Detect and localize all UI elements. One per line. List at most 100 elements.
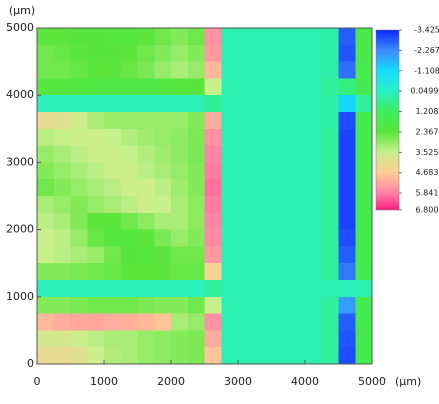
heatmap-cell [238, 95, 256, 113]
heatmap-cell [104, 280, 122, 298]
heatmap-cell [37, 296, 55, 314]
heatmap-cell [321, 212, 339, 230]
x-tick-label: 3000 [224, 375, 252, 388]
heatmap-cell [104, 347, 122, 365]
heatmap-cell [288, 313, 306, 331]
heatmap-cell [37, 61, 55, 79]
heatmap-cell [53, 44, 71, 62]
heatmap-cell [171, 196, 189, 214]
heatmap-cell [254, 179, 272, 197]
heatmap-cell [204, 95, 222, 113]
heatmap-cell [70, 112, 88, 130]
heatmap-cell [221, 44, 239, 62]
heatmap-cell [70, 128, 88, 146]
heatmap-cell [338, 246, 356, 264]
y-tick-label: 0 [27, 357, 34, 370]
heatmap-cell [338, 313, 356, 331]
heatmap-cell [171, 313, 189, 331]
heatmap-cell [204, 78, 222, 96]
heatmap-cell [171, 280, 189, 298]
heatmap-cell [305, 44, 323, 62]
heatmap-cell [70, 28, 88, 46]
heatmap-cell [221, 313, 239, 331]
heatmap-cell [70, 44, 88, 62]
heatmap-cell [271, 296, 289, 314]
heatmap-cell [288, 246, 306, 264]
heatmap-cell [221, 196, 239, 214]
heatmap-cell [355, 44, 373, 62]
heatmap-cell [87, 61, 105, 79]
heatmap-cell [288, 280, 306, 298]
heatmap-cell [288, 212, 306, 230]
heatmap-cell [137, 78, 155, 96]
heatmap-cell [53, 95, 71, 113]
heatmap-cell [120, 162, 138, 180]
heatmap-cell [254, 196, 272, 214]
heatmap-cell [288, 347, 306, 365]
heatmap-cell [355, 313, 373, 331]
heatmap-cell [238, 229, 256, 247]
heatmap-cell [204, 246, 222, 264]
heatmap-cell [37, 330, 55, 348]
heatmap-cell [53, 229, 71, 247]
heatmap-cell [288, 330, 306, 348]
heatmap-cell [120, 263, 138, 281]
heatmap-cell [321, 263, 339, 281]
heatmap-cell [104, 128, 122, 146]
heatmap-cell [271, 112, 289, 130]
heatmap-cell [271, 330, 289, 348]
heatmap-cell [187, 28, 205, 46]
heatmap-cell [137, 229, 155, 247]
heatmap-cell [87, 78, 105, 96]
heatmap-cell [288, 128, 306, 146]
heatmap-cell [154, 280, 172, 298]
heatmap-cell [120, 330, 138, 348]
heatmap-cell [305, 313, 323, 331]
heatmap-cell [338, 145, 356, 163]
heatmap-cell [187, 145, 205, 163]
heatmap-cell [238, 61, 256, 79]
heatmap-cell [171, 296, 189, 314]
heatmap-cell [187, 263, 205, 281]
heatmap-cell [154, 196, 172, 214]
heatmap-cell [171, 347, 189, 365]
heatmap-cell [221, 61, 239, 79]
heatmap-cell [120, 179, 138, 197]
heatmap-cell [355, 212, 373, 230]
heatmap-cell [238, 296, 256, 314]
heatmap-cell [338, 61, 356, 79]
y-axis-label: (μm) [9, 4, 35, 17]
heatmap-cell [120, 145, 138, 163]
heatmap-cell [221, 212, 239, 230]
heatmap-cell [271, 145, 289, 163]
heatmap-cell [288, 78, 306, 96]
heatmap-cell [355, 95, 373, 113]
heatmap-cell [254, 112, 272, 130]
heatmap-cell [70, 162, 88, 180]
heatmap-cell [137, 313, 155, 331]
heatmap-cell [204, 28, 222, 46]
heatmap-cell [321, 296, 339, 314]
heatmap-cell [355, 61, 373, 79]
heatmap-cell [305, 263, 323, 281]
heatmap-cells [37, 28, 373, 365]
heatmap-cell [187, 313, 205, 331]
heatmap-cell [70, 313, 88, 331]
heatmap-cell [338, 330, 356, 348]
heatmap-cell [87, 44, 105, 62]
heatmap-cell [271, 280, 289, 298]
heatmap-cell [53, 61, 71, 79]
heatmap-cell [305, 212, 323, 230]
heatmap-cell [288, 61, 306, 79]
heatmap-cell [305, 145, 323, 163]
heatmap-cell [53, 196, 71, 214]
heatmap-cell [37, 78, 55, 96]
heatmap-cell [37, 44, 55, 62]
heatmap-cell [187, 112, 205, 130]
heatmap-cell [70, 179, 88, 197]
heatmap-cell [70, 229, 88, 247]
heatmap-cell [104, 95, 122, 113]
heatmap-cell [305, 61, 323, 79]
heatmap-cell [288, 162, 306, 180]
heatmap-cell [204, 61, 222, 79]
